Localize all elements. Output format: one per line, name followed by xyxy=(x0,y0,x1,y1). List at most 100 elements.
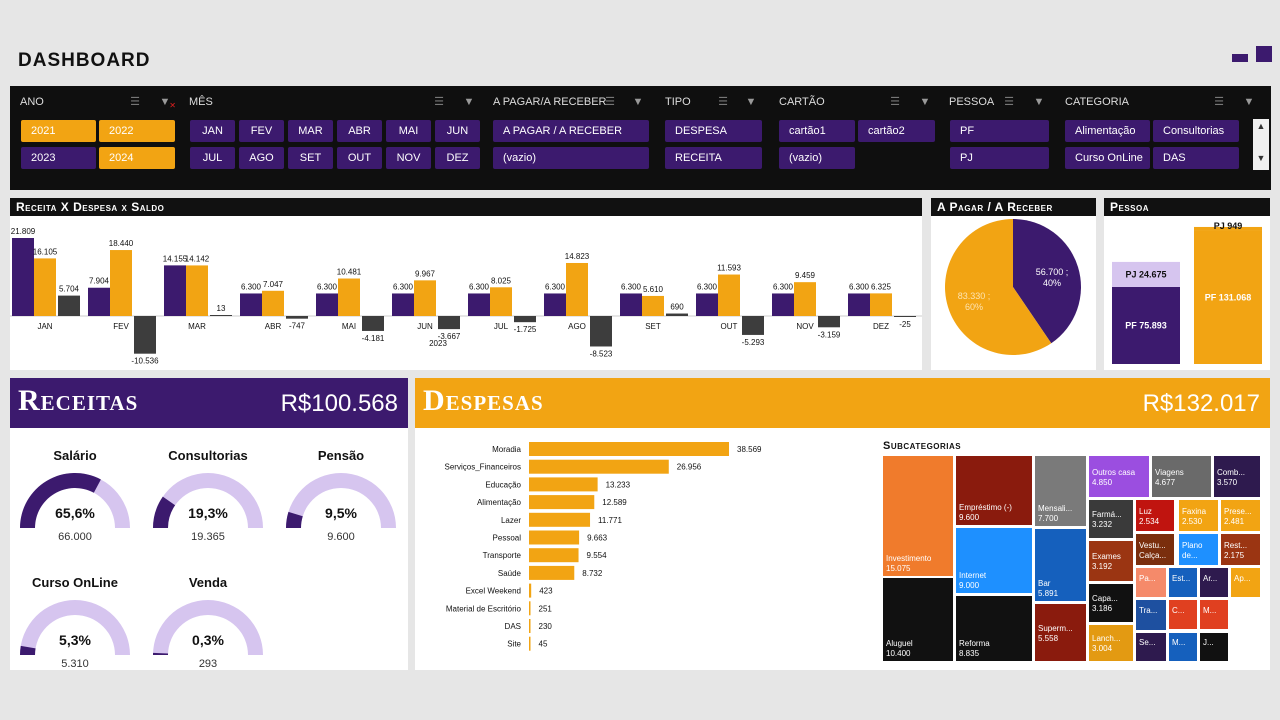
clear-filter-icon[interactable]: ▼ xyxy=(919,96,931,108)
rds-label: 11.593 xyxy=(717,264,741,273)
filter-mes-out[interactable]: OUT xyxy=(337,147,382,169)
filter-pagar-item[interactable]: A PAGAR / A RECEBER xyxy=(493,120,649,142)
filter-pagar-vazio[interactable]: (vazio) xyxy=(493,147,649,169)
treemap-cell[interactable]: Bar 5.891 xyxy=(1034,528,1087,602)
filter-pessoa-label: PESSOA xyxy=(949,96,995,108)
multiselect-icon[interactable]: ☰ xyxy=(130,96,140,108)
treemap-cell-name: Rest... xyxy=(1224,540,1248,550)
filter-categoria-curso[interactable]: Curso OnLine xyxy=(1065,147,1150,169)
rds-label: 6.325 xyxy=(871,282,892,291)
treemap-cell[interactable]: Comb... 3.570 xyxy=(1213,455,1261,498)
gauge-label: Consultorias xyxy=(168,448,248,463)
rds-label: 7.904 xyxy=(89,277,110,286)
treemap-cell[interactable]: Luz 2.534 xyxy=(1135,499,1175,532)
filter-scrollbar[interactable]: ▲ ▼ xyxy=(1253,119,1269,170)
filter-mes-ago[interactable]: AGO xyxy=(239,147,284,169)
treemap-cell[interactable]: Se... xyxy=(1135,632,1167,662)
treemap-cell[interactable]: Prese... 2.481 xyxy=(1220,499,1261,532)
filter-ano-2021[interactable]: 2021 xyxy=(21,120,96,142)
filter-categoria-alimentacao[interactable]: Alimentação xyxy=(1065,120,1150,142)
treemap-cell[interactable]: Lanch... 3.004 xyxy=(1088,624,1134,662)
clear-filter-icon[interactable]: ▼ xyxy=(745,96,757,108)
filter-cartao-1[interactable]: cartão1 xyxy=(779,120,855,142)
scroll-up-icon[interactable]: ▲ xyxy=(1256,121,1266,131)
multiselect-icon[interactable]: ☰ xyxy=(890,96,900,108)
filter-ano-2023[interactable]: 2023 xyxy=(21,147,96,169)
treemap-cell[interactable]: M... xyxy=(1199,599,1229,630)
treemap-cell[interactable]: Aluguel 10.400 xyxy=(882,577,954,662)
filter-mes-set[interactable]: SET xyxy=(288,147,333,169)
treemap-cell[interactable]: Exames 3.192 xyxy=(1088,540,1134,582)
filter-mes-jul[interactable]: JUL xyxy=(190,147,235,169)
clear-filter-icon[interactable]: ▼ xyxy=(1243,96,1255,108)
treemap-cell[interactable]: Ap... xyxy=(1230,567,1261,598)
scroll-down-icon[interactable]: ▼ xyxy=(1256,153,1266,163)
filter-pessoa-pj[interactable]: PJ xyxy=(950,147,1049,169)
rds-bar-jan-s2 xyxy=(58,295,80,316)
clear-filter-icon[interactable]: ▼ xyxy=(463,96,475,108)
filter-tipo-receita[interactable]: RECEITA xyxy=(665,147,762,169)
treemap-cell[interactable]: Ar... xyxy=(1199,567,1229,598)
filter-mes-mar[interactable]: MAR xyxy=(288,120,333,142)
treemap-cell[interactable]: Tra... xyxy=(1135,599,1167,631)
despesas-category-label: Site xyxy=(507,640,521,649)
treemap-cell[interactable]: Pa... xyxy=(1135,567,1167,598)
pessoa-pj-label: PJ 949 xyxy=(1214,221,1243,231)
treemap-cell[interactable]: Viagens 4.677 xyxy=(1151,455,1212,498)
clear-filter-icon[interactable]: ▼ xyxy=(1033,96,1045,108)
filter-pessoa-pf[interactable]: PF xyxy=(950,120,1049,142)
filter-ano-2022[interactable]: 2022 xyxy=(99,120,175,142)
filter-mes-fev[interactable]: FEV xyxy=(239,120,284,142)
treemap-cell[interactable]: C... xyxy=(1168,599,1198,630)
treemap-cell[interactable]: Internet 9.000 xyxy=(955,527,1033,594)
multiselect-icon[interactable]: ☰ xyxy=(434,96,444,108)
filter-mes-jan[interactable]: JAN xyxy=(190,120,235,142)
treemap-cell-name: Bar xyxy=(1038,579,1051,588)
multiselect-icon[interactable]: ☰ xyxy=(605,96,615,108)
treemap-cell[interactable]: J... xyxy=(1199,632,1229,662)
treemap-cell[interactable]: Vestu... Calça... xyxy=(1135,533,1175,566)
rds-bar-jul-s1 xyxy=(490,287,512,316)
treemap-cell[interactable]: Est... xyxy=(1168,567,1198,598)
treemap-cell[interactable]: Outros casa 4.850 xyxy=(1088,455,1150,498)
treemap-cell[interactable]: Farmá... 3.232 xyxy=(1088,499,1134,539)
filter-categoria-das[interactable]: DAS xyxy=(1153,147,1239,169)
treemap-cell[interactable]: Capa... 3.186 xyxy=(1088,583,1134,623)
clear-filter-icon[interactable]: ▼ xyxy=(632,96,644,108)
treemap-cell[interactable]: Investimento 15.075 xyxy=(882,455,954,577)
filter-mes-abr[interactable]: ABR xyxy=(337,120,382,142)
multiselect-icon[interactable]: ☰ xyxy=(1004,96,1014,108)
treemap-cell[interactable]: Faxina 2.530 xyxy=(1178,499,1219,532)
filter-cartao-vazio[interactable]: (vazio) xyxy=(779,147,855,169)
rds-bar-mai-s0 xyxy=(316,293,338,316)
filter-mes-nov[interactable]: NOV xyxy=(386,147,431,169)
filter-tipo-label: TIPO xyxy=(665,96,691,108)
filter-tipo-despesa[interactable]: DESPESA xyxy=(665,120,762,142)
treemap-cell[interactable]: Superm... 5.558 xyxy=(1034,603,1087,662)
filter-ano-2024[interactable]: 2024 xyxy=(99,147,175,169)
clear-filter-icon[interactable]: ▼ xyxy=(158,95,176,113)
treemap-cell[interactable]: Rest... 2.175 xyxy=(1220,533,1261,566)
rds-bar-set-s0 xyxy=(620,293,642,316)
filter-mes-mai[interactable]: MAI xyxy=(386,120,431,142)
despesas-bar xyxy=(529,583,532,598)
multiselect-icon[interactable]: ☰ xyxy=(1214,96,1224,108)
treemap-cell[interactable]: M... xyxy=(1168,632,1198,662)
treemap-cell[interactable]: Plano de... xyxy=(1178,533,1219,566)
filter-mes-dez[interactable]: DEZ xyxy=(435,147,480,169)
filter-categoria-consultorias[interactable]: Consultorias xyxy=(1153,120,1239,142)
treemap-cell-value: 4.677 xyxy=(1155,477,1176,487)
filter-mes-jun[interactable]: JUN xyxy=(435,120,480,142)
despesas-value-label: 423 xyxy=(539,587,553,596)
gauge-fill xyxy=(20,645,36,655)
rds-label: -10.536 xyxy=(131,357,159,366)
despesas-bar xyxy=(529,477,598,492)
treemap-cell[interactable]: Mensali... 7.700 xyxy=(1034,455,1087,527)
gauge-label: Salário xyxy=(53,448,97,463)
treemap-cell[interactable]: Empréstimo (-) 9.600 xyxy=(955,455,1033,526)
rds-bar-fev-s0 xyxy=(88,287,110,316)
multiselect-icon[interactable]: ☰ xyxy=(718,96,728,108)
rds-label: 5.610 xyxy=(643,285,664,294)
treemap-cell[interactable]: Reforma 8.835 xyxy=(955,595,1033,662)
filter-cartao-2[interactable]: cartão2 xyxy=(858,120,935,142)
